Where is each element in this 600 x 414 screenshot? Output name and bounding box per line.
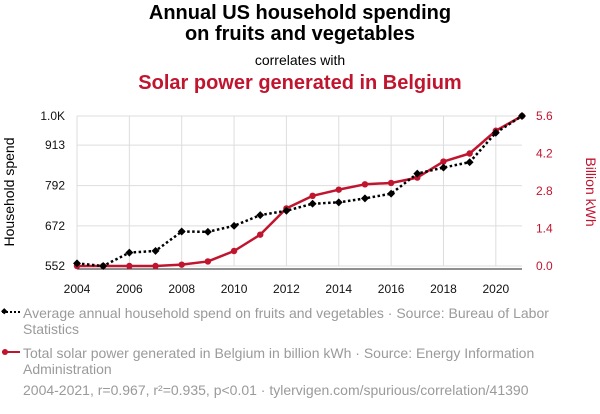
solar-point-2006: [126, 262, 133, 270]
chart-title: Annual US household spending on fruits a…: [0, 3, 600, 45]
y-tick-left-0: 552: [45, 259, 65, 273]
x-tick-2: 2008: [168, 282, 195, 296]
spend-point-2014: [334, 198, 343, 207]
legend-label-solar: Total solar power generated in Belgium i…: [23, 345, 535, 377]
x-tick-7: 2018: [430, 282, 457, 296]
spend-point-2016: [387, 189, 396, 198]
y-tick-right-4: 5.6: [536, 109, 553, 123]
legend-item-spend: Average annual household spend on fruits…: [0, 305, 600, 337]
x-tick-6: 2016: [378, 282, 405, 296]
y-axis-left: 552 672 792 913 1.0K: [40, 109, 65, 273]
x-tick-0: 2004: [64, 282, 91, 296]
solar-point-2007: [152, 262, 159, 270]
spend-point-2019: [465, 158, 474, 167]
chart-title-second: Solar power generated in Belgium: [138, 72, 462, 94]
solar-point-2017: [414, 174, 421, 181]
spend-point-2007: [151, 246, 160, 255]
y-axis-label-right: Billion kWh: [583, 157, 599, 226]
legend-marker-spend: [1, 308, 20, 315]
spend-point-2015: [360, 194, 369, 203]
x-tick-8: 2020: [482, 282, 509, 296]
y-tick-right-3: 4.2: [536, 147, 553, 161]
legend-item-solar: Total solar power generated in Belgium i…: [0, 345, 600, 377]
x-tick-4: 2012: [273, 282, 300, 296]
x-tick-1: 2006: [116, 282, 143, 296]
solar-point-2013: [309, 192, 316, 200]
solar-point-2019: [466, 150, 473, 157]
y-tick-right-1: 1.4: [536, 222, 553, 236]
series-solar-line: [77, 114, 523, 268]
solar-point-2011: [257, 231, 264, 238]
x-tick-5: 2014: [325, 282, 352, 296]
series-spend: [73, 112, 526, 270]
y-tick-right-0: 0.0: [536, 259, 553, 273]
legend-marker-solar: [2, 349, 20, 355]
solar-point-2016: [387, 179, 395, 187]
solar-point-2014: [335, 186, 342, 193]
solar-point-2015: [361, 181, 369, 188]
y-tick-left-4: 1.0K: [40, 109, 65, 123]
x-tick-3: 2010: [221, 282, 248, 296]
spend-point-2008: [177, 227, 186, 236]
solar-point-2008: [178, 261, 185, 268]
solar-point-2010: [230, 247, 238, 255]
legend: Average annual household spend on fruits…: [0, 305, 600, 377]
spend-point-2010: [230, 221, 239, 230]
spend-point-2012: [282, 206, 291, 215]
y-tick-right-2: 2.8: [536, 184, 553, 198]
y-axis-label-left: Household spend: [1, 138, 17, 247]
spend-point-2011: [256, 211, 265, 220]
chart-titles: Annual US household spending on fruits a…: [0, 0, 600, 95]
y-axis-right: 0.0 1.4 2.8 4.2 5.6: [536, 109, 553, 273]
chart-title-line2: on fruits and vegetables: [184, 23, 416, 45]
y-tick-left-1: 672: [45, 219, 65, 233]
series-solar: [73, 112, 526, 270]
spend-point-2009: [203, 227, 212, 236]
solar-point-2018: [440, 158, 447, 165]
chart-title-line1: Annual US household spending: [148, 2, 452, 24]
footer-stats: 2004-2021, r=0.967, r²=0.935, p<0.01 · t…: [23, 382, 529, 398]
series-spend-line: [76, 114, 523, 268]
chart-connector: correlates with: [254, 52, 346, 68]
y-tick-left-3: 913: [45, 138, 65, 152]
y-tick-left-2: 792: [45, 179, 65, 193]
spend-point-2013: [308, 199, 317, 208]
legend-label-spend: Average annual household spend on fruits…: [23, 305, 549, 337]
x-axis: 2004 2006 2008 2010 2012 2014 2016 2018 2020: [64, 268, 522, 296]
spend-point-2020: [491, 128, 500, 137]
grid-lines: [76, 115, 522, 267]
spend-point-2018: [439, 163, 448, 172]
solar-point-2009: [204, 258, 212, 265]
